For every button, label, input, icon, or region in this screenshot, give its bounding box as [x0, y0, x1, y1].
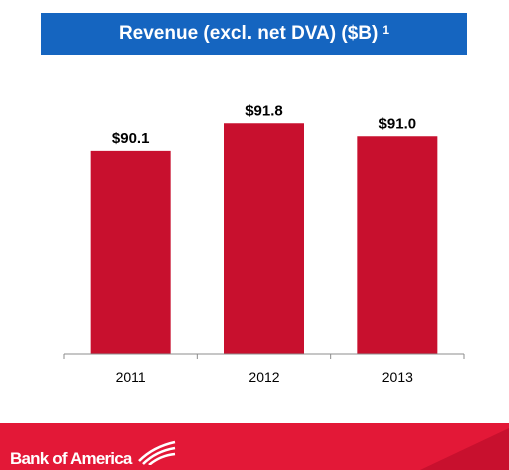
bar-chart: $90.1 2011 $91.8 2012 $91.0 2013	[63, 102, 465, 385]
footer-background	[0, 423, 509, 470]
brand-name: Bank of America	[10, 449, 132, 468]
footer-band: Bank of America	[0, 423, 509, 470]
chart-title-bar: Revenue (excl. net DVA) ($B) 1	[41, 13, 467, 55]
x-tick-label-2012: 2012	[248, 369, 279, 385]
data-label-2012: $91.8	[245, 102, 283, 119]
data-label-2011: $90.1	[112, 130, 150, 147]
x-tick-label-2013: 2013	[382, 369, 413, 385]
chart-title: Revenue (excl. net DVA) ($B)	[118, 23, 379, 44]
data-label-2013: $91.0	[379, 115, 417, 132]
bar-2013	[357, 136, 438, 354]
flagscape-icon	[138, 440, 176, 465]
x-tick-label-2011: 2011	[116, 369, 146, 385]
bar-2012	[224, 123, 304, 354]
bar-2011	[90, 150, 171, 354]
title-footnote-marker: 1	[382, 23, 390, 37]
